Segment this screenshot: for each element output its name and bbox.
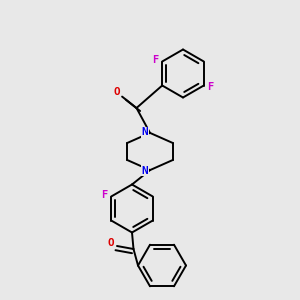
Text: O: O (107, 238, 114, 248)
Text: N: N (141, 166, 148, 176)
Text: N: N (141, 127, 148, 137)
Text: O: O (113, 87, 120, 97)
Text: F: F (207, 82, 214, 92)
Text: F: F (101, 190, 108, 200)
Text: F: F (152, 55, 159, 65)
